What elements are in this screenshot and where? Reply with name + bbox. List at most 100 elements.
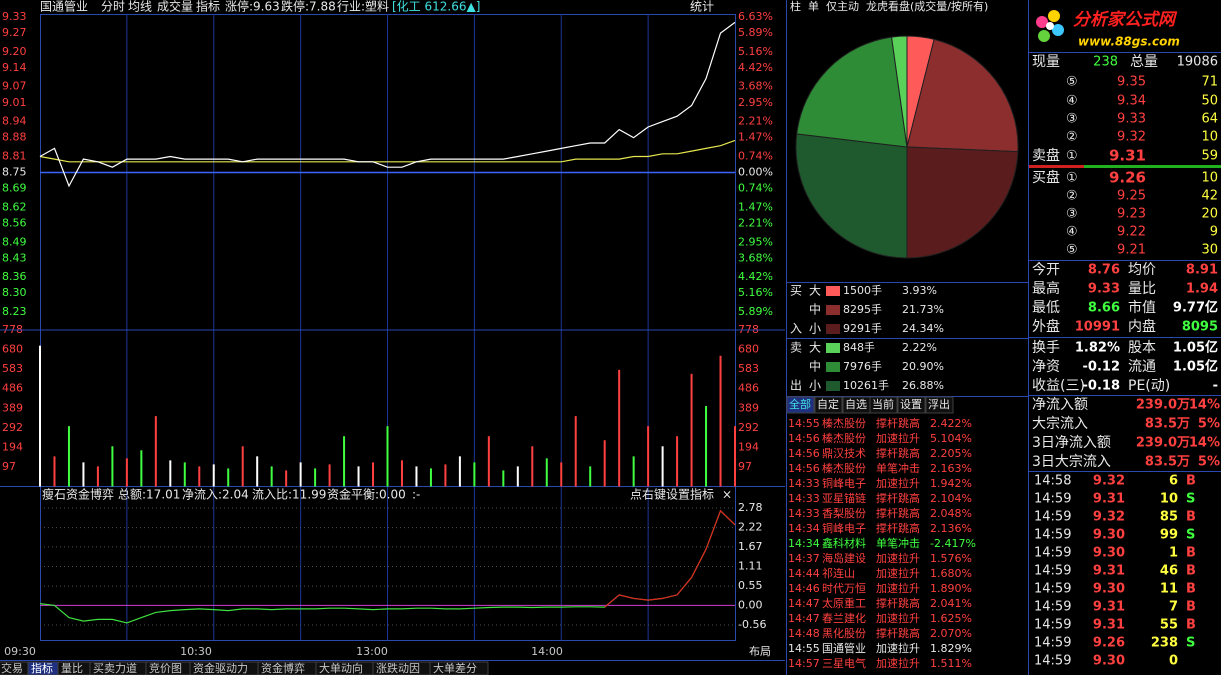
alert-cell[interactable]: 2.048% [930, 507, 972, 520]
alert-cell[interactable]: 榛杰股份 [822, 432, 866, 445]
alert-cell[interactable]: 铜峰电子 [822, 521, 866, 535]
bottom-tab[interactable]: 竞价图 [149, 661, 182, 675]
alert-cell[interactable]: 时代万恒 [822, 582, 866, 595]
toolbar-item[interactable]: 统计 [690, 0, 714, 14]
alert-cell[interactable]: 1.942% [930, 477, 972, 490]
alert-cell[interactable]: 14:33 [788, 477, 820, 490]
alert-cell[interactable]: 14:56 [788, 462, 820, 475]
list-tab[interactable]: 自定 [817, 397, 839, 411]
layout-button[interactable]: 布局 [749, 645, 771, 658]
alert-cell[interactable]: 14:44 [788, 567, 820, 580]
alert-cell[interactable]: 14:48 [788, 627, 820, 640]
alert-cell[interactable]: 撑杆跳高 [876, 596, 920, 610]
alert-cell[interactable]: 2.041% [930, 597, 972, 610]
alert-cell[interactable]: 撑杆跳高 [876, 521, 920, 535]
alert-cell[interactable]: 鑫科材料 [822, 536, 866, 550]
alert-cell[interactable]: 榛杰股份 [822, 462, 866, 475]
bottom-tab[interactable]: 大单动向 [319, 661, 363, 675]
alert-cell[interactable]: 14:33 [788, 492, 820, 505]
list-tab[interactable]: 设置 [900, 398, 922, 411]
alert-cell[interactable]: 单笔冲击 [876, 536, 920, 550]
alert-cell[interactable]: 单笔冲击 [876, 461, 920, 475]
alert-cell[interactable]: 1.890% [930, 582, 972, 595]
indicator-hint[interactable]: 点右键设置指标 [630, 487, 714, 502]
alert-cell[interactable]: 1.625% [930, 612, 972, 625]
close-button[interactable]: × [722, 488, 732, 502]
list-tab[interactable]: 浮出 [928, 397, 950, 411]
bottom-tab[interactable]: 大单差分 [433, 661, 477, 675]
toolbar-item[interactable]: 成交量 [157, 0, 193, 14]
alert-cell[interactable]: 加速拉升 [876, 431, 920, 445]
alert-cell[interactable]: 榛杰股份 [822, 417, 866, 430]
toolbar-item[interactable]: 行业:塑料 [337, 0, 389, 14]
alert-cell[interactable]: 14:34 [788, 537, 820, 550]
bottom-tab[interactable]: 指标 [31, 661, 53, 675]
alert-cell[interactable]: 2.422% [930, 417, 972, 430]
alert-cell[interactable]: 2.136% [930, 522, 972, 535]
alert-cell[interactable]: 14:57 [788, 657, 820, 670]
alert-cell[interactable]: 铜峰电子 [822, 476, 866, 490]
alert-cell[interactable]: 撑杆跳高 [876, 446, 920, 460]
header-tab[interactable]: 单 [808, 0, 819, 13]
alert-cell[interactable]: 鼎汉技术 [822, 447, 866, 460]
alert-cell[interactable]: 海岛建设 [822, 551, 866, 565]
alert-cell[interactable]: 黑化股份 [822, 626, 866, 640]
alert-cell[interactable]: 春兰建化 [822, 611, 866, 625]
alert-cell[interactable]: 1.511% [930, 657, 972, 670]
alert-cell[interactable]: 14:56 [788, 432, 820, 445]
alert-cell[interactable]: 14:55 [788, 642, 820, 655]
alert-cell[interactable]: 加速拉升 [876, 611, 920, 625]
alert-cell[interactable]: 撑杆跳高 [876, 491, 920, 505]
alert-cell[interactable]: 加速拉升 [876, 551, 920, 565]
bottom-tab[interactable]: 交易 [1, 661, 23, 675]
alert-cell[interactable]: 加速拉升 [876, 476, 920, 490]
bottom-tab[interactable]: 资金博弈 [261, 661, 305, 675]
alert-cell[interactable]: 14:37 [788, 552, 820, 565]
alert-cell[interactable]: 14:47 [788, 612, 820, 625]
list-tab[interactable]: 当前 [872, 397, 894, 411]
alert-cell[interactable]: 14:55 [788, 417, 820, 430]
alert-cell[interactable]: 加速拉升 [876, 641, 920, 655]
alert-cell[interactable]: 14:46 [788, 582, 820, 595]
alert-cell[interactable]: 14:34 [788, 522, 820, 535]
alert-cell[interactable]: 1.829% [930, 642, 972, 655]
header-tab[interactable]: 仅主动 [826, 0, 859, 13]
alert-cell[interactable]: 亚星锚链 [822, 491, 866, 505]
alert-cell[interactable]: 加速拉升 [876, 656, 920, 670]
alert-cell[interactable]: 1.576% [930, 552, 972, 565]
alert-cell[interactable]: 撑杆跳高 [876, 506, 920, 520]
alert-cell[interactable]: 5.104% [930, 432, 972, 445]
toolbar-item[interactable]: 均线 [128, 0, 152, 14]
alert-cell[interactable]: 撑杆跳高 [876, 626, 920, 640]
alert-cell[interactable]: 14:56 [788, 447, 820, 460]
toolbar-item[interactable]: 涨停:9.63 [225, 0, 280, 14]
alert-cell[interactable]: 2.104% [930, 492, 972, 505]
toolbar-item[interactable]: 指标 [196, 0, 220, 14]
bottom-tab[interactable]: 买卖力道 [93, 661, 137, 675]
bottom-tab[interactable]: 量比 [61, 662, 83, 675]
bottom-tab[interactable]: 涨跌动因 [376, 661, 420, 675]
alert-cell[interactable]: 14:47 [788, 597, 820, 610]
alert-cell[interactable]: 加速拉升 [876, 566, 920, 580]
toolbar-item[interactable]: 跌停:7.88 [281, 0, 336, 14]
alert-cell[interactable]: 祁连山 [822, 566, 855, 580]
bottom-tab[interactable]: 资金驱动力 [193, 661, 248, 675]
alert-cell[interactable]: 太原重工 [822, 596, 866, 610]
toolbar-item[interactable]: [化工 612.66▲] [392, 0, 480, 14]
header-tab[interactable]: 龙虎看盘(成交量/按所有) [866, 0, 988, 13]
alert-cell[interactable]: 2.070% [930, 627, 972, 640]
alert-cell[interactable]: 2.205% [930, 447, 972, 460]
list-tab[interactable]: 自选 [845, 398, 867, 411]
header-tab[interactable]: 柱 [790, 0, 801, 13]
alert-cell[interactable]: 14:33 [788, 507, 820, 520]
alert-cell[interactable]: 1.680% [930, 567, 972, 580]
alert-cell[interactable]: 加速拉升 [876, 581, 920, 595]
alert-cell[interactable]: -2.417% [930, 537, 976, 550]
alert-cell[interactable]: 三星电气 [822, 656, 866, 670]
list-tab[interactable]: 全部 [789, 397, 811, 411]
alert-cell[interactable]: 撑杆跳高 [876, 416, 920, 430]
alert-cell[interactable]: 香梨股份 [822, 506, 866, 520]
alert-cell[interactable]: 国通管业 [822, 641, 866, 655]
toolbar-item[interactable]: 分时 [101, 0, 125, 14]
alert-cell[interactable]: 2.163% [930, 462, 972, 475]
